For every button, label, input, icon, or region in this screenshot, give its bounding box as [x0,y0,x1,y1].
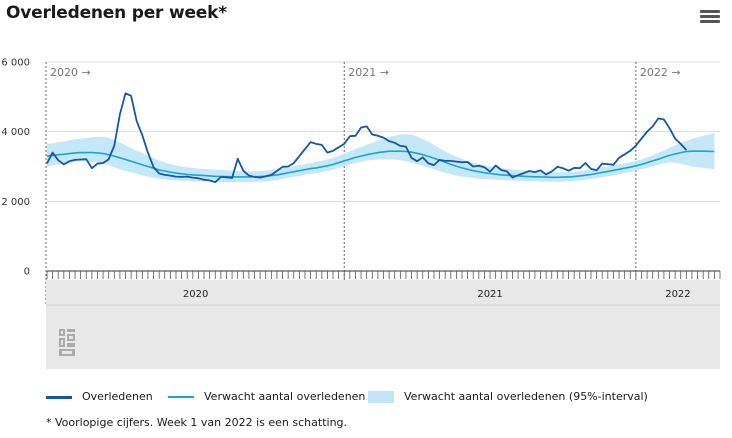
navigator-panel [46,280,720,369]
y-tick-label: 2 000 [1,197,30,208]
hamburger-menu-icon[interactable] [700,10,720,26]
year-marker-label: 2021 → [348,66,389,79]
series-line-expected [46,150,715,179]
menu-bar [700,10,720,13]
cbs-logo-icon [57,329,77,360]
navigator-year-label: 2020 [183,289,208,300]
year-marker-label: 2022 → [640,66,681,79]
mortality-chart: 0 2 000 4 000 6 000 2020 → 2021 → 2022 → 2020 20… [1,58,721,369]
legend-label-observed: Overledenen [82,390,153,403]
y-tick-label: 4 000 [1,127,30,138]
y-tick-label: 0 [24,267,30,278]
legend-label-band: Verwacht aantal overledenen (95%-interva… [404,390,648,403]
legend-swatch-band [368,391,394,403]
series-line-observed [46,92,688,184]
year-marker-label: 2020 → [50,66,91,79]
series-band-95 [47,133,715,183]
chart-title: Overledenen per week* [6,3,227,23]
menu-bar [700,20,720,23]
y-tick-label: 6 000 [1,58,30,69]
legend-swatch-expected [168,396,194,398]
footnote: * Voorlopige cijfers. Week 1 van 2022 is… [46,416,348,429]
navigator-year-label: 2022 [665,289,690,300]
legend-label-expected: Verwacht aantal overledenen [204,390,366,403]
legend-swatch-observed [46,396,72,399]
navigator-year-label: 2021 [477,289,502,300]
menu-bar [700,15,720,18]
